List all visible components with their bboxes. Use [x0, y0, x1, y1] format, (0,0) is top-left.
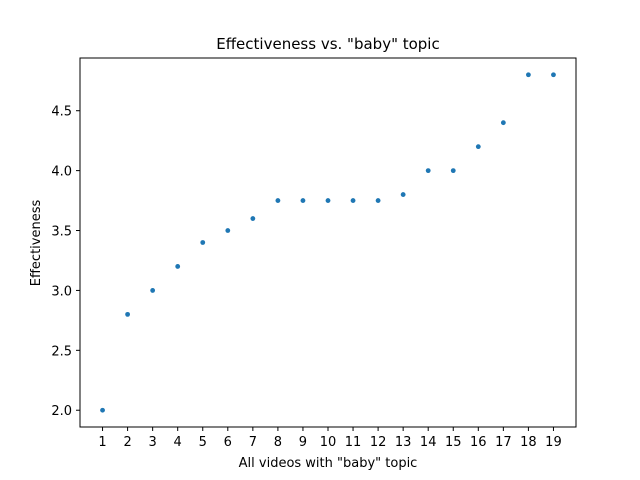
y-tick-label: 2.0 [51, 404, 72, 419]
data-point [325, 198, 331, 203]
data-point [125, 311, 130, 317]
x-tick-label: 9 [299, 435, 307, 450]
x-tick-label: 11 [345, 435, 362, 450]
x-tick-label: 7 [249, 435, 257, 450]
data-point [475, 144, 481, 150]
data-point [400, 192, 406, 197]
x-tick-label: 17 [495, 435, 512, 450]
y-tick-label: 4.0 [51, 165, 72, 180]
x-axis-title: All videos with "baby" topic [239, 456, 418, 471]
x-tick-label: 18 [520, 435, 537, 450]
data-point [100, 407, 105, 413]
data-point [425, 168, 431, 174]
data-point [375, 198, 381, 203]
data-point [551, 72, 556, 78]
x-tick-label: 3 [149, 435, 157, 450]
x-tick-label: 6 [224, 435, 232, 450]
x-tick-label: 13 [395, 435, 412, 450]
x-tick-label: 14 [420, 435, 437, 450]
data-point [250, 216, 256, 221]
data-point [175, 264, 181, 269]
ticks-layer: 1 2 3 4 5 6 7 8 9 10 11 12 13 14 15 16 17 18 192.02.53.03.… [51, 105, 561, 450]
data-points [100, 72, 556, 413]
y-tick-label: 2.5 [51, 344, 72, 359]
x-tick-label: 19 [545, 435, 562, 450]
y-tick-label: 4.5 [51, 105, 72, 120]
x-tick-label: 4 [174, 435, 182, 450]
x-tick-label: 5 [199, 435, 207, 450]
y-tick-label: 3.0 [51, 284, 72, 299]
data-point [225, 228, 231, 233]
data-point [500, 120, 506, 126]
x-tick-label: 2 [123, 435, 131, 450]
data-point [350, 198, 356, 203]
x-tick-label: 1 [98, 435, 106, 450]
x-tick-label: 12 [370, 435, 387, 450]
chart-title: Effectiveness vs. "baby" topic [216, 35, 439, 53]
plot-area-frame [79, 57, 577, 428]
x-tick-label: 8 [274, 435, 282, 450]
data-point [450, 168, 456, 174]
y-tick-label: 3.5 [51, 225, 72, 240]
x-tick-label: 15 [445, 435, 462, 450]
x-tick-label: 16 [470, 435, 487, 450]
y-axis-title: Effectiveness [29, 200, 44, 287]
data-point [526, 72, 531, 78]
x-tick-label: 10 [320, 435, 337, 450]
data-point [275, 198, 281, 203]
data-point [150, 288, 156, 293]
data-point [300, 198, 306, 203]
data-point [200, 240, 206, 245]
